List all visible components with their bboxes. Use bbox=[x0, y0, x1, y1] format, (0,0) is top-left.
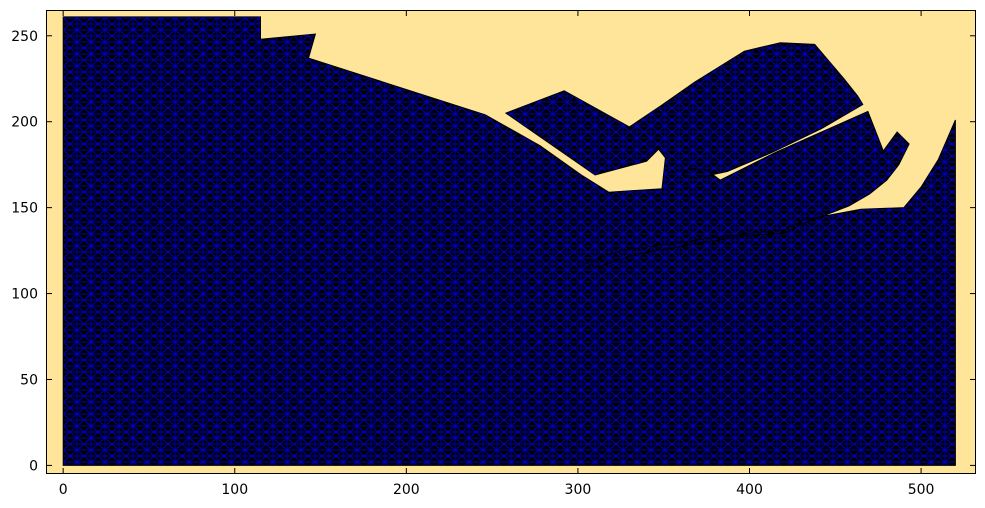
y-tick-label: 150 bbox=[11, 201, 38, 217]
y-tick-label: 250 bbox=[11, 29, 38, 45]
x-tick-label: 500 bbox=[908, 482, 935, 498]
x-tick-label: 300 bbox=[565, 482, 592, 498]
x-tick-label: 400 bbox=[736, 482, 763, 498]
axis-tick-labels: 0 100 200 300 400 500 0 50 100 150 200 250 bbox=[11, 29, 934, 498]
y-tick-label: 200 bbox=[11, 115, 38, 131]
y-tick-label: 100 bbox=[11, 287, 38, 303]
x-tick-label: 0 bbox=[59, 482, 68, 498]
mesh-domain bbox=[62, 16, 956, 466]
x-tick-label: 100 bbox=[221, 482, 248, 498]
y-tick-label: 0 bbox=[29, 458, 38, 474]
plot-frame bbox=[46, 10, 976, 474]
y-tick-label: 50 bbox=[20, 372, 38, 388]
x-tick-label: 200 bbox=[393, 482, 420, 498]
axis-ticks bbox=[46, 10, 976, 474]
